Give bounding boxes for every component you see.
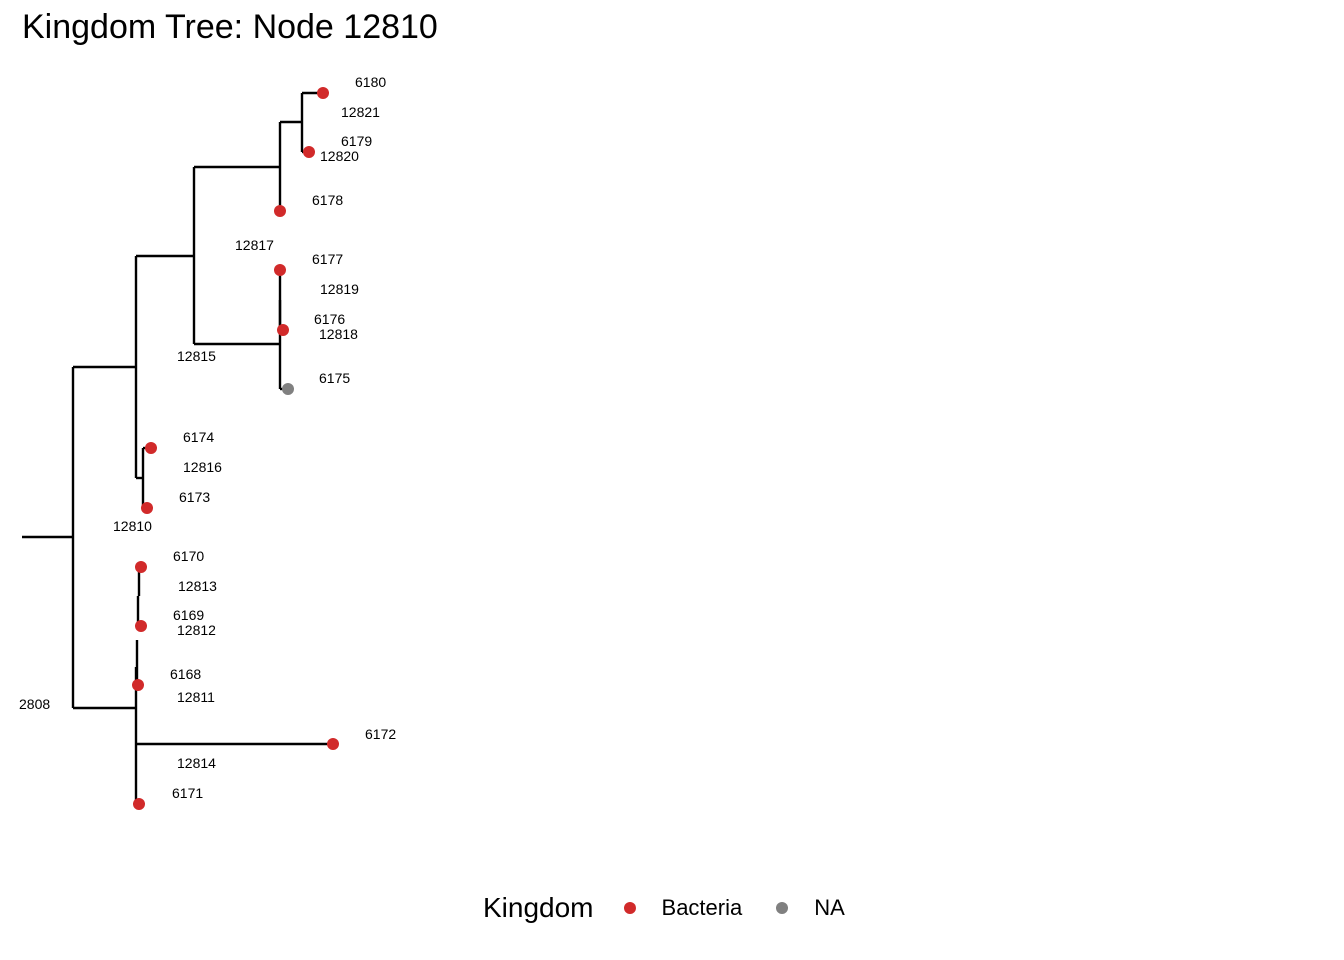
node-label: 12816 xyxy=(183,459,222,475)
tip-label: 6180 xyxy=(355,74,386,90)
tip-point xyxy=(277,324,289,336)
legend: Kingdom Bacteria NA xyxy=(483,888,879,928)
tip-point xyxy=(327,738,339,750)
node-label: 12812 xyxy=(177,622,216,638)
node-label: 12810 xyxy=(113,518,152,534)
tip-label: 6177 xyxy=(312,251,343,267)
tip-label: 6171 xyxy=(172,785,203,801)
tip-point xyxy=(132,679,144,691)
node-label: 12814 xyxy=(177,755,216,771)
node-label: 12811 xyxy=(177,689,215,705)
node-label: 12813 xyxy=(178,578,217,594)
node-label: 12817 xyxy=(235,237,274,253)
legend-label: NA xyxy=(814,895,845,920)
tip-point xyxy=(282,383,294,395)
tip-label: 6174 xyxy=(183,429,214,445)
legend-dot-icon xyxy=(623,902,636,914)
tip-label: 6173 xyxy=(179,489,210,505)
page-title: Kingdom Tree: Node 12810 xyxy=(22,8,438,46)
node-labels: 12821 12820 12817 12819 12818 12815 1281… xyxy=(19,104,380,771)
tip-points xyxy=(132,87,339,810)
tip-point xyxy=(303,146,315,158)
node-label: 12815 xyxy=(177,348,216,364)
tip-label: 6168 xyxy=(170,666,201,682)
node-label: 12819 xyxy=(320,281,359,297)
phylogenetic-tree: 6180 6179 6178 6177 6176 6175 6174 6173 … xyxy=(19,74,396,810)
tip-point xyxy=(317,87,329,99)
legend-dot-icon xyxy=(776,902,789,914)
tip-point xyxy=(141,502,153,514)
legend-label: Bacteria xyxy=(661,895,743,920)
legend-item-bacteria: Bacteria xyxy=(623,895,743,921)
legend-item-na: NA xyxy=(776,895,845,921)
tip-point xyxy=(274,205,286,217)
tip-label: 6178 xyxy=(312,192,343,208)
node-label: 12821 xyxy=(341,104,380,120)
node-label: 12818 xyxy=(319,326,358,342)
tip-point xyxy=(135,620,147,632)
node-label: 12820 xyxy=(320,148,359,164)
tip-label: 6175 xyxy=(319,370,350,386)
tip-point xyxy=(135,561,147,573)
tip-point xyxy=(145,442,157,454)
tip-labels: 6180 6179 6178 6177 6176 6175 6174 6173 … xyxy=(170,74,396,801)
tip-point xyxy=(274,264,286,276)
tip-point xyxy=(133,798,145,810)
tip-label: 6179 xyxy=(341,133,372,149)
tip-label: 6176 xyxy=(314,311,345,327)
tip-label: 6169 xyxy=(173,607,204,623)
tree-edges xyxy=(22,91,333,806)
legend-title: Kingdom xyxy=(483,892,594,923)
tip-label: 6170 xyxy=(173,548,204,564)
tip-label: 6172 xyxy=(365,726,396,742)
node-label: 2808 xyxy=(19,696,50,712)
